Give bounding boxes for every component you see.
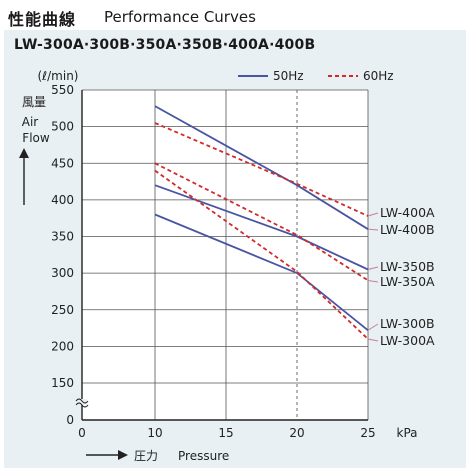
title-en: Performance Curves: [104, 8, 256, 26]
series-label: LW-400A: [380, 205, 435, 220]
y-tick-label: 150: [51, 376, 74, 390]
label-leader: [367, 338, 379, 342]
grid: [82, 89, 369, 420]
series-line-lw-400a: [154, 122, 369, 217]
legend-label: 50Hz: [273, 69, 304, 83]
x-tick-label: 25: [360, 426, 375, 440]
axis-titles: (ℓ/min) 風量 Air Flow 圧力 Pressure: [19, 69, 229, 463]
series-label: LW-300A: [380, 333, 435, 348]
series-label: LW-350A: [380, 274, 435, 289]
y-title-en-2: Flow: [22, 131, 50, 145]
y-tick-label: 450: [51, 156, 74, 170]
y-tick-label: 300: [51, 266, 74, 280]
label-leader: [367, 228, 379, 231]
series-label: LW-300B: [380, 316, 435, 331]
axis-break-gap: [77, 399, 87, 405]
y-arrow-head: [19, 148, 29, 158]
series-line-lw-300b: [154, 213, 369, 332]
series-lines: [154, 105, 369, 340]
tick-labels: 0 150 200 250 300 350 400 450 500 550 0 10 15 20 25 kPa: [51, 83, 417, 440]
y-title-en-1: Air: [22, 115, 39, 129]
label-leader: [367, 323, 379, 331]
legend-label: 60Hz: [363, 69, 394, 83]
y-title-jp: 風量: [22, 95, 46, 109]
label-leader: [367, 212, 379, 217]
model-list: LW-300A·300B·350A·350B·400A·400B: [14, 37, 316, 53]
series-label: LW-400B: [380, 222, 435, 237]
series-line-lw-350b: [154, 184, 369, 271]
x-arrow-head: [118, 450, 128, 460]
y-tick-label: 200: [51, 339, 74, 353]
label-leader: [367, 279, 379, 283]
x-title-jp: 圧力: [134, 449, 158, 463]
axes: [75, 90, 368, 421]
axis-break-mark: [75, 398, 89, 404]
x-tick-label: 20: [289, 426, 304, 440]
x-tick-label: 0: [78, 426, 86, 440]
legend: 50Hz 60Hz: [238, 69, 394, 83]
x-title-en: Pressure: [178, 449, 229, 463]
y-tick-label: 500: [51, 120, 74, 134]
x-tick-label: 15: [218, 426, 233, 440]
x-unit-label: kPa: [397, 426, 418, 440]
label-leader: [367, 266, 379, 270]
axis-break-mark: [75, 402, 89, 408]
y-tick-label: 350: [51, 230, 74, 244]
y-tick-label: 550: [51, 83, 74, 97]
x-tick-label: 10: [147, 426, 162, 440]
plot-area: [82, 90, 368, 420]
y-unit-label: (ℓ/min): [38, 69, 79, 83]
series-line-lw-300a: [154, 169, 369, 340]
y-tick-label: 400: [51, 193, 74, 207]
title-jp: 性能曲線: [8, 10, 77, 29]
y-tick-label: 250: [51, 303, 74, 317]
y-tick-label: 0: [66, 413, 74, 427]
series-line-lw-400b: [154, 105, 369, 230]
chart-header: 性能曲線 Performance Curves: [8, 6, 468, 29]
series-label: LW-350B: [380, 259, 435, 274]
